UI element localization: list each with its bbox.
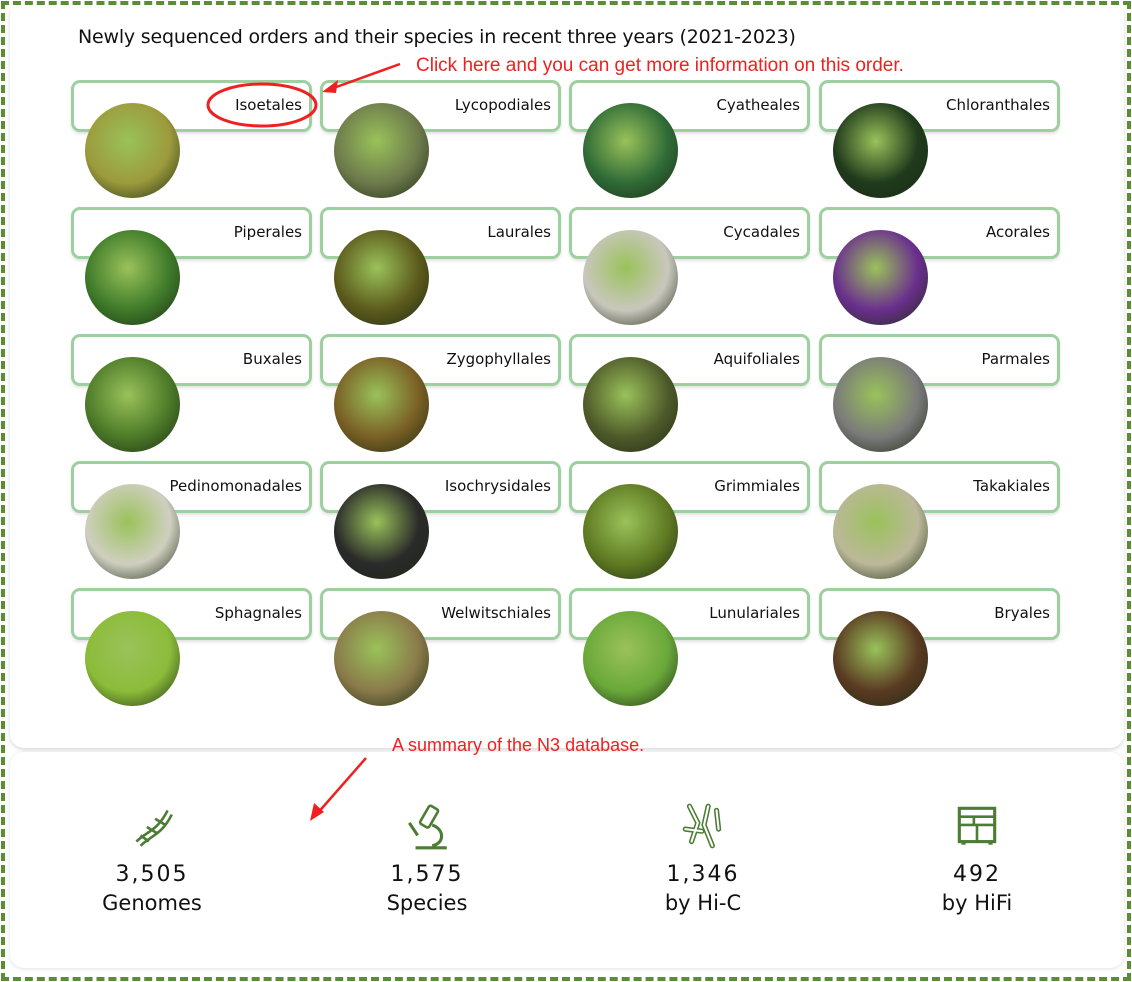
order-photo[interactable] bbox=[833, 611, 928, 706]
order-label[interactable]: Acorales bbox=[986, 223, 1050, 241]
summary-hint-annotation: A summary of the N3 database. bbox=[392, 735, 645, 755]
order-photo[interactable] bbox=[583, 230, 678, 325]
arrow-head-2 bbox=[310, 803, 324, 821]
section-title: Newly sequenced orders and their species… bbox=[78, 26, 796, 48]
summary-panel bbox=[10, 752, 1124, 968]
order-card-cyatheales[interactable]: Cyatheales bbox=[569, 80, 810, 132]
order-card-bryales[interactable]: Bryales bbox=[819, 588, 1060, 640]
order-photo[interactable] bbox=[334, 611, 429, 706]
microscope-icon bbox=[408, 804, 447, 850]
order-label[interactable]: Lycopodiales bbox=[454, 96, 551, 114]
order-label[interactable]: Pedinomonadales bbox=[169, 477, 302, 495]
order-photo[interactable] bbox=[85, 484, 180, 579]
order-label[interactable]: Cyatheales bbox=[716, 96, 800, 114]
order-label[interactable]: Bryales bbox=[994, 604, 1050, 622]
order-label[interactable]: Parmales bbox=[981, 350, 1050, 368]
stat-genomes: 3,505 Genomes bbox=[42, 800, 262, 915]
order-label[interactable]: Isochrysidales bbox=[444, 477, 551, 495]
stat-value: 1,575 bbox=[390, 862, 464, 887]
order-photo[interactable] bbox=[85, 103, 180, 198]
click-hint-annotation: Click here and you can get more informat… bbox=[416, 55, 904, 76]
arrow-line bbox=[327, 62, 401, 92]
order-photo[interactable] bbox=[334, 230, 429, 325]
stat-value: 3,505 bbox=[115, 862, 189, 887]
order-label[interactable]: Isoetales bbox=[235, 96, 302, 114]
order-photo[interactable] bbox=[583, 357, 678, 452]
order-photo[interactable] bbox=[334, 357, 429, 452]
order-label[interactable]: Lunulariales bbox=[709, 604, 800, 622]
order-label[interactable]: Cycadales bbox=[723, 223, 800, 241]
chromosome-icon bbox=[682, 803, 722, 849]
stat-value: 1,346 bbox=[666, 862, 740, 887]
order-card-aquifoliales[interactable]: Aquifoliales bbox=[569, 334, 810, 386]
order-label[interactable]: Buxales bbox=[242, 350, 302, 368]
order-card-pedinomonadales[interactable]: Pedinomonadales bbox=[71, 461, 312, 513]
stat-by-hi-c: 1,346 by Hi-C bbox=[593, 800, 813, 915]
order-photo[interactable] bbox=[833, 103, 928, 198]
order-card-lunulariales[interactable]: Lunulariales bbox=[569, 588, 810, 640]
order-label[interactable]: Laurales bbox=[487, 223, 551, 241]
order-photo[interactable] bbox=[583, 611, 678, 706]
order-card-grimmiales[interactable]: Grimmiales bbox=[569, 461, 810, 513]
arrow-line-2 bbox=[315, 757, 367, 816]
order-photo[interactable] bbox=[334, 103, 429, 198]
order-photo[interactable] bbox=[583, 484, 678, 579]
order-photo[interactable] bbox=[85, 357, 180, 452]
order-label[interactable]: Chloranthales bbox=[946, 96, 1050, 114]
order-photo[interactable] bbox=[85, 230, 180, 325]
order-photo[interactable] bbox=[334, 484, 429, 579]
order-photo[interactable] bbox=[85, 611, 180, 706]
order-label[interactable]: Aquifoliales bbox=[713, 350, 800, 368]
stat-label: by HiFi bbox=[941, 891, 1013, 915]
stat-value: 492 bbox=[953, 862, 1001, 887]
order-photo[interactable] bbox=[833, 484, 928, 579]
sequencer-icon bbox=[957, 806, 997, 845]
order-label[interactable]: Piperales bbox=[233, 223, 302, 241]
stat-by-hifi: 492 by HiFi bbox=[867, 800, 1087, 915]
arrow-head bbox=[322, 80, 338, 93]
stat-species: 1,575 Species bbox=[317, 800, 537, 915]
order-photo[interactable] bbox=[583, 103, 678, 198]
stat-label: Genomes bbox=[102, 891, 202, 915]
stat-label: Species bbox=[386, 891, 468, 915]
order-label[interactable]: Grimmiales bbox=[714, 477, 800, 495]
dna-icon bbox=[135, 809, 173, 847]
order-photo[interactable] bbox=[833, 357, 928, 452]
order-label[interactable]: Takakiales bbox=[973, 477, 1050, 495]
stat-label: by Hi-C bbox=[664, 891, 742, 915]
order-label[interactable]: Zygophyllales bbox=[446, 350, 552, 368]
order-photo[interactable] bbox=[833, 230, 928, 325]
order-label[interactable]: Welwitschiales bbox=[441, 604, 551, 622]
order-label[interactable]: Sphagnales bbox=[214, 604, 302, 622]
highlight-ellipse bbox=[206, 82, 318, 128]
